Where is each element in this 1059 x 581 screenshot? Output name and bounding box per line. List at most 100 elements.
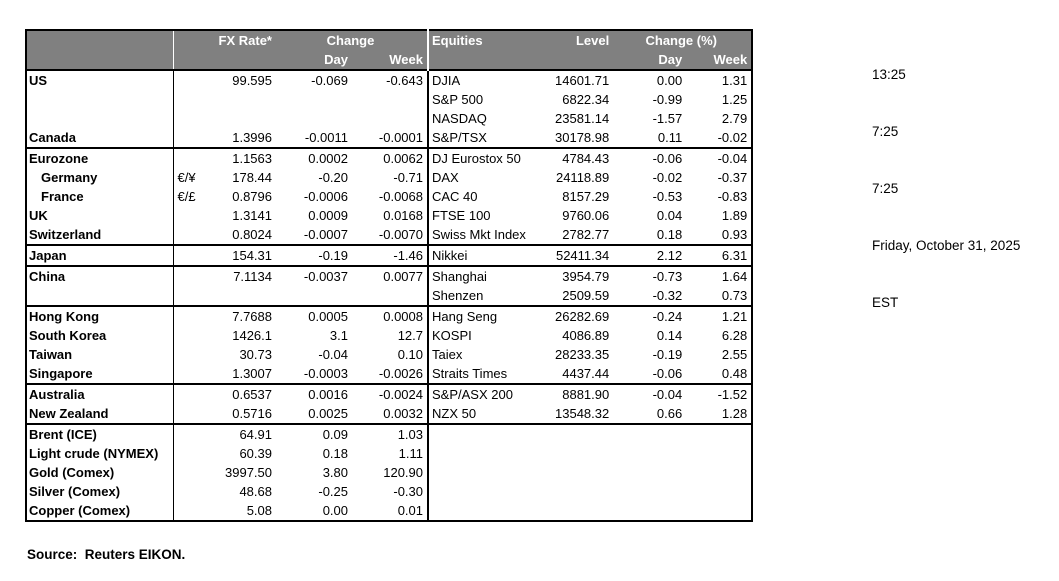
fx-change-week: 0.0008: [352, 305, 429, 326]
equity-change-week: 2.55: [686, 345, 753, 364]
equity-change-day: 0.14: [613, 326, 687, 345]
fx-change-week: -1.46: [352, 244, 429, 266]
fx-label: France: [26, 187, 174, 206]
equity-change-week: 6.28: [686, 326, 753, 345]
equity-level: 8157.29: [553, 187, 614, 206]
fx-change-day: -0.04: [276, 345, 352, 364]
equity-level: 4086.89: [553, 326, 614, 345]
table-row: France €/£ 0.8796 -0.0006 -0.0068 CAC 40 8157.…: [26, 187, 753, 206]
date-line: Friday, October 31, 2025: [872, 238, 1021, 253]
fx-equities-table: FX Rate* Change Equities Level Change (%…: [25, 29, 754, 522]
equity-name: Swiss Mkt Index: [428, 225, 553, 245]
fx-change-day: [276, 109, 352, 128]
fx-label: UK: [26, 206, 174, 225]
fx-change-day: -0.20: [276, 168, 352, 187]
fx-day-header: Day: [276, 50, 352, 70]
fx-pair-symbol: [173, 326, 216, 345]
fx-rate: 5.08: [216, 501, 276, 521]
fx-rate: 0.8024: [216, 225, 276, 245]
fx-rate: [216, 109, 276, 128]
equity-level: 2782.77: [553, 225, 614, 245]
symbol-header-cell: [173, 30, 216, 50]
equity-level: 30178.98: [553, 128, 614, 148]
fx-rate: 1.3141: [216, 206, 276, 225]
fx-change-week: 12.7: [352, 326, 429, 345]
source-line: Source: Reuters EIKON.: [27, 547, 186, 562]
table-row: Shenzen 2509.59 -0.32 0.73: [26, 286, 753, 306]
fx-pair-symbol: [173, 423, 216, 444]
equity-change-week: -1.52: [686, 383, 753, 404]
empty-header-cell: [553, 50, 614, 70]
equity-name: S&P/TSX: [428, 128, 553, 148]
fx-change-week: [352, 90, 429, 109]
fx-label: US: [26, 69, 174, 90]
table-row: Light crude (NYMEX) 60.39 0.18 1.11: [26, 444, 753, 463]
equity-change-week: 0.48: [686, 364, 753, 384]
equity-change-week: [686, 444, 753, 463]
equity-name: [428, 482, 553, 501]
fx-change-week: 0.10: [352, 345, 429, 364]
fx-change-day: -0.0037: [276, 265, 352, 286]
equity-change-day: 0.11: [613, 128, 687, 148]
fx-rate: 64.91: [216, 423, 276, 444]
level-header: Level: [553, 30, 614, 50]
equity-change-day: 2.12: [613, 244, 687, 266]
fx-pair-symbol: [173, 501, 216, 521]
empty-header-cell: [26, 50, 174, 70]
fx-change-week: 0.0077: [352, 265, 429, 286]
fx-change-day: 0.0009: [276, 206, 352, 225]
fx-rate: 3997.50: [216, 463, 276, 482]
equity-change-week: 6.31: [686, 244, 753, 266]
fx-label: Light crude (NYMEX): [26, 444, 174, 463]
fx-change-day: 0.00: [276, 501, 352, 521]
fx-pair-symbol: [173, 225, 216, 245]
fx-rate: 1426.1: [216, 326, 276, 345]
equity-change-day: 0.04: [613, 206, 687, 225]
equity-name: Straits Times: [428, 364, 553, 384]
equity-level: [553, 444, 614, 463]
fx-pair-symbol: [173, 265, 216, 286]
equity-change-day: 0.18: [613, 225, 687, 245]
corner-cell: [26, 30, 174, 50]
equity-change-day: -0.32: [613, 286, 687, 306]
fx-rate: 60.39: [216, 444, 276, 463]
equity-name: Shanghai: [428, 265, 553, 286]
eq-week-header: Week: [686, 50, 753, 70]
eq-change-header: Change (%): [613, 30, 753, 50]
fx-change-week: -0.71: [352, 168, 429, 187]
time-line: 13:25: [872, 67, 906, 82]
fx-rate: 1.1563: [216, 147, 276, 168]
table-row: Switzerland 0.8024 -0.0007 -0.0070 Swiss Mkt…: [26, 225, 753, 245]
fx-pair-symbol: [173, 90, 216, 109]
equity-change-week: -0.83: [686, 187, 753, 206]
fx-rate: 1.3996: [216, 128, 276, 148]
fx-change-week: -0.30: [352, 482, 429, 501]
equity-change-week: [686, 501, 753, 521]
fx-label: Copper (Comex): [26, 501, 174, 521]
fx-change-week: 120.90: [352, 463, 429, 482]
equity-change-week: [686, 423, 753, 444]
equity-level: 24118.89: [553, 168, 614, 187]
equity-change-week: -0.04: [686, 147, 753, 168]
table-row: Germany €/¥ 178.44 -0.20 -0.71 DAX 24118.89 -0.…: [26, 168, 753, 187]
fx-label: Australia: [26, 383, 174, 404]
timestamp-block: 13:25 7:25 7:25 Friday, October 31, 2025…: [872, 27, 1020, 350]
header-row-2: Day Week Day Week: [26, 50, 753, 70]
fx-pair-symbol: [173, 383, 216, 404]
fx-change-day: 3.1: [276, 326, 352, 345]
equity-change-week: 1.31: [686, 69, 753, 90]
fx-label: Taiwan: [26, 345, 174, 364]
table-row: Australia 0.6537 0.0016 -0.0024 S&P/ASX 200 8…: [26, 383, 753, 404]
equity-name: Hang Seng: [428, 305, 553, 326]
equity-level: 52411.34: [553, 244, 614, 266]
empty-header-cell: [216, 50, 276, 70]
equity-change-day: -1.57: [613, 109, 687, 128]
fx-label: Germany: [26, 168, 174, 187]
fx-rate: 30.73: [216, 345, 276, 364]
fx-change-week: 0.01: [352, 501, 429, 521]
equity-change-day: [613, 501, 687, 521]
equity-name: S&P 500: [428, 90, 553, 109]
fx-label: South Korea: [26, 326, 174, 345]
fx-rate: 154.31: [216, 244, 276, 266]
